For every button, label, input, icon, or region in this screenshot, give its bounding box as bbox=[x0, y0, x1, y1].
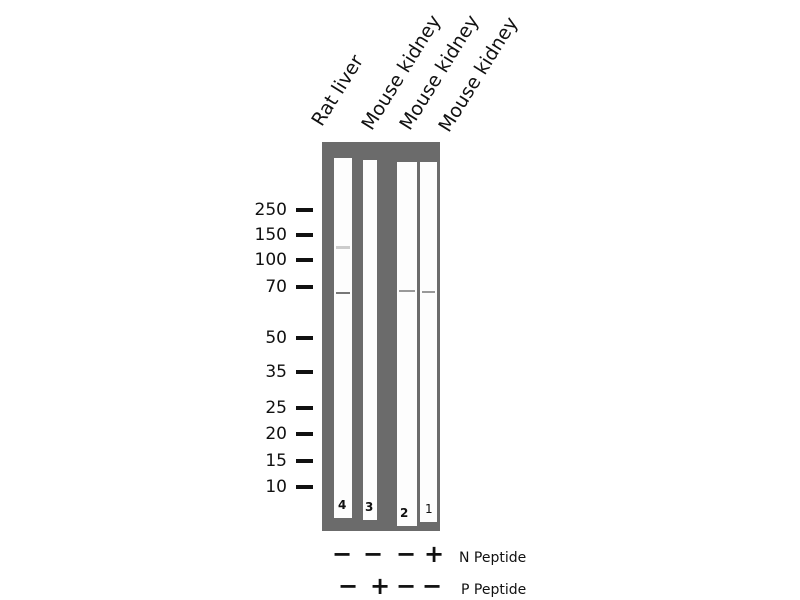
marker-label: 10 bbox=[265, 477, 287, 497]
treatment-sign: + bbox=[423, 540, 445, 568]
lane-number: 1 bbox=[425, 502, 433, 516]
band bbox=[336, 246, 350, 249]
lane-number: 3 bbox=[365, 500, 374, 514]
marker-tick bbox=[296, 258, 313, 262]
marker-label: 100 bbox=[254, 250, 287, 270]
marker-tick bbox=[296, 336, 313, 340]
lane-number: 4 bbox=[338, 498, 347, 512]
treatment-sign: − bbox=[395, 572, 417, 600]
marker-label: 20 bbox=[265, 424, 287, 444]
marker-label: 35 bbox=[265, 362, 287, 382]
marker-label: 50 bbox=[265, 328, 287, 348]
treatment-label: P Peptide bbox=[461, 582, 527, 598]
strip-lane-1: 1 bbox=[420, 162, 437, 522]
treatment-sign: + bbox=[369, 572, 391, 600]
marker-label: 250 bbox=[254, 200, 287, 220]
treatment-sign: − bbox=[337, 572, 359, 600]
treatment-sign: − bbox=[331, 540, 353, 568]
marker-tick bbox=[296, 233, 313, 237]
treatment-label: N Peptide bbox=[459, 550, 527, 566]
lane-number: 2 bbox=[400, 506, 409, 520]
marker-tick bbox=[296, 208, 313, 212]
blot-membrane: 4 3 2 1 bbox=[322, 142, 440, 531]
band bbox=[336, 292, 350, 294]
marker-tick bbox=[296, 459, 313, 463]
strip-lane-4: 4 bbox=[334, 158, 352, 518]
marker-label: 25 bbox=[265, 398, 287, 418]
marker-label: 15 bbox=[265, 451, 287, 471]
treatment-sign: − bbox=[362, 540, 384, 568]
strip-lane-2: 2 bbox=[397, 162, 417, 526]
strip-lane-3: 3 bbox=[363, 160, 377, 520]
marker-tick bbox=[296, 285, 313, 289]
marker-tick bbox=[296, 485, 313, 489]
marker-label: 70 bbox=[265, 277, 287, 297]
marker-label: 150 bbox=[254, 225, 287, 245]
treatment-sign: − bbox=[421, 572, 443, 600]
marker-tick bbox=[296, 406, 313, 410]
marker-tick bbox=[296, 432, 313, 436]
treatment-sign: − bbox=[395, 540, 417, 568]
band bbox=[399, 290, 415, 292]
marker-tick bbox=[296, 370, 313, 374]
band bbox=[422, 291, 435, 293]
